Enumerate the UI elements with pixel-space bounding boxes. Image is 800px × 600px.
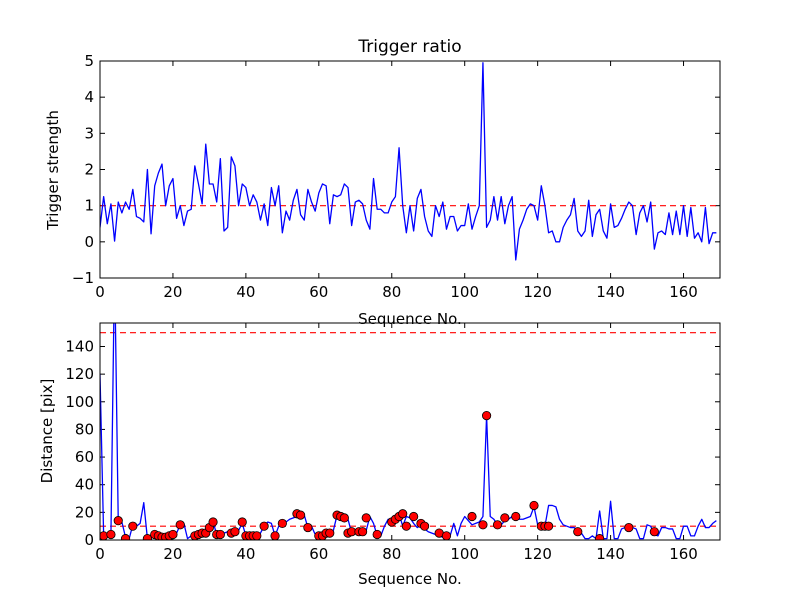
y-tick-label: 0	[84, 233, 94, 251]
y-tick-label: 3	[84, 124, 94, 142]
x-tick-label: 60	[309, 283, 328, 301]
x-tick-label: 120	[523, 283, 552, 301]
data-point-marker	[303, 522, 313, 533]
data-point-marker	[595, 534, 605, 540]
y-tick-label: 5	[84, 52, 94, 70]
data-point-marker	[208, 517, 218, 527]
data-point-marker	[142, 534, 153, 540]
data-point-marker	[409, 511, 419, 522]
data-point-marker	[401, 521, 411, 531]
data-point-marker	[175, 520, 185, 530]
x-tick-label: 40	[236, 545, 255, 563]
data-point-marker	[500, 513, 510, 523]
data-point-marker	[252, 531, 262, 540]
data-point-marker	[270, 531, 280, 540]
data-point-marker	[478, 520, 488, 530]
plot-content	[100, 323, 720, 540]
x-tick-label: 160	[669, 545, 698, 563]
plot-content	[100, 62, 720, 261]
data-point-marker	[481, 411, 492, 421]
data-point-marker	[215, 529, 225, 540]
data-point-marker	[441, 531, 452, 540]
data-point-marker	[467, 511, 477, 522]
data-point-marker	[259, 521, 269, 531]
y-axis-label: Distance [pix]	[38, 379, 56, 484]
axes-frame	[99, 322, 721, 541]
y-tick-label: 60	[75, 448, 94, 466]
data-point-marker	[372, 529, 382, 540]
y-tick-label: 120	[65, 365, 94, 383]
chart-title: Trigger ratio	[357, 37, 461, 57]
x-tick-label: 60	[309, 545, 328, 563]
y-axis-label: Trigger strength	[44, 110, 62, 231]
y-tick-label: 2	[84, 161, 94, 179]
trigger-ratio-plot: Trigger ratio Sequence No. Trigger stren…	[44, 37, 721, 328]
data-point-marker	[295, 510, 306, 520]
data-point-marker	[325, 528, 335, 538]
distance-plot: Sequence No. Distance [pix] 0 20 40 60 80 100…	[38, 322, 721, 588]
data-point-marker	[106, 529, 116, 540]
plot-area-0	[100, 62, 720, 261]
x-tick-label: 120	[523, 545, 552, 563]
x-tick-label: 100	[450, 283, 479, 301]
data-point-marker	[529, 500, 539, 511]
x-tick-label: 140	[596, 283, 625, 301]
x-tick-label: 80	[382, 283, 401, 301]
x-tick-label: 20	[163, 545, 182, 563]
data-point-marker	[624, 522, 634, 533]
y-tick-label: −1	[72, 269, 94, 287]
data-point-marker	[649, 527, 659, 537]
y-tick-label: 1	[84, 197, 94, 215]
x-tick-label: 140	[596, 545, 625, 563]
x-tick-label: 160	[669, 283, 698, 301]
axes-frame	[99, 60, 721, 279]
data-point-marker	[511, 511, 521, 522]
x-axis-label: Sequence No.	[358, 570, 462, 588]
data-point-marker	[168, 529, 178, 540]
data-point-marker	[573, 527, 583, 537]
y-tick-label: 140	[65, 337, 94, 355]
data-point-marker	[419, 521, 430, 531]
x-tick-label: 0	[95, 283, 105, 301]
data-point-marker	[339, 513, 349, 523]
x-axis-label: Sequence No.	[358, 310, 462, 328]
plot-area-1	[100, 323, 720, 540]
x-tick-label: 20	[163, 283, 182, 301]
data-point-marker	[113, 516, 123, 526]
y-tick-label: 80	[75, 420, 94, 438]
data-point-marker	[277, 518, 287, 529]
data-point-marker	[361, 513, 371, 523]
y-tick-label: 4	[84, 88, 94, 106]
series-line	[100, 62, 717, 261]
x-tick-label: 100	[450, 545, 479, 563]
x-tick-label: 40	[236, 283, 255, 301]
x-tick-label: 80	[382, 545, 401, 563]
y-tick-label: 0	[84, 531, 94, 549]
y-tick-label: 100	[65, 393, 94, 411]
data-point-marker	[128, 521, 138, 531]
data-point-marker	[230, 527, 240, 537]
y-tick-label: 40	[75, 476, 94, 494]
y-tick-label: 20	[75, 503, 94, 521]
data-point-marker	[543, 521, 554, 531]
axis-ticks: 0 20 40 60 80 100 120 140 160 0 20 40 60 80 100 120 140	[65, 323, 720, 563]
data-point-marker	[120, 534, 131, 540]
data-point-marker	[398, 509, 408, 519]
data-point-marker	[492, 520, 503, 530]
data-point-marker	[237, 517, 247, 527]
x-tick-label: 0	[95, 545, 105, 563]
data-point-marker	[357, 527, 368, 537]
